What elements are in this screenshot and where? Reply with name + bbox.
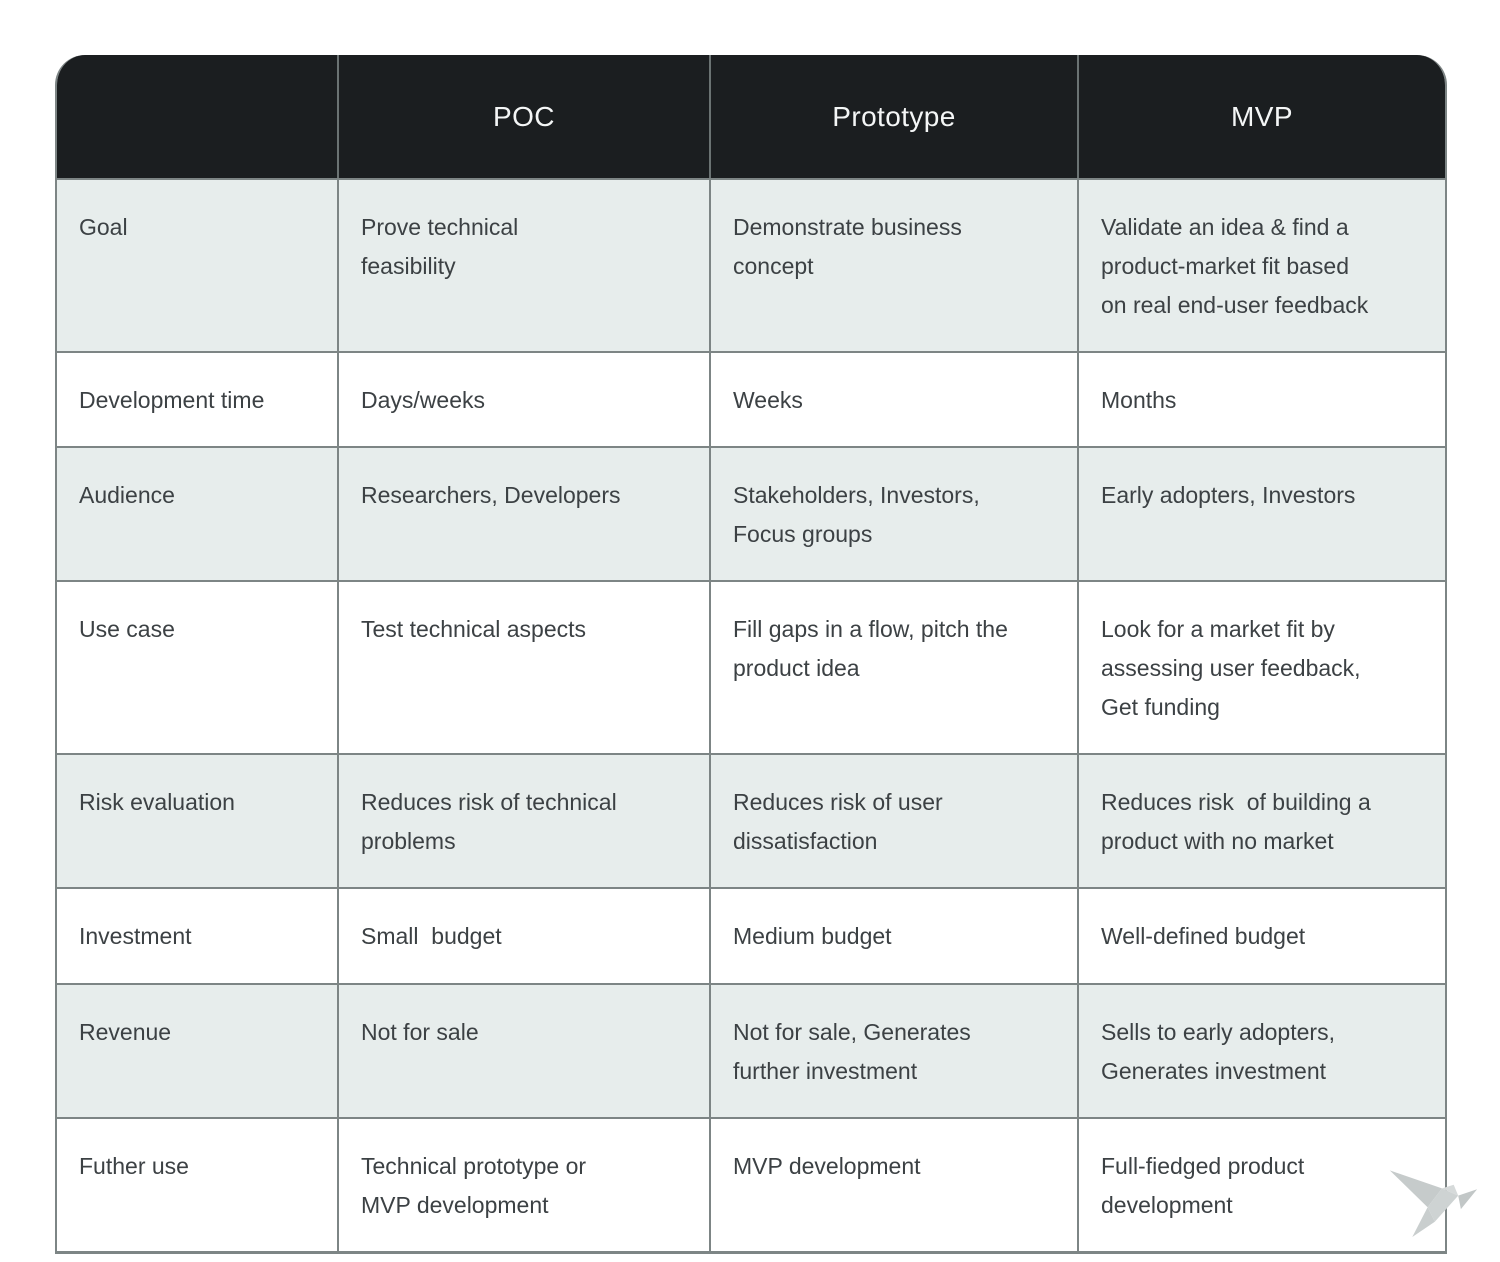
origami-bird-icon (1389, 1170, 1478, 1237)
table-row: Investment Small budget Medium budget We… (57, 887, 1445, 983)
header-cell-empty (57, 55, 337, 178)
table-row: Risk evaluation Reduces risk of technica… (57, 753, 1445, 887)
row-label: Risk evaluation (79, 789, 235, 815)
prototype-cell: Demonstrate business concept (709, 180, 1077, 351)
prototype-cell: Not for sale, Generates further investme… (709, 985, 1077, 1117)
row-label: Revenue (79, 1019, 172, 1045)
mvp-cell: Well-defined budget (1077, 889, 1445, 983)
comparison-table: POC Prototype MVP Goal Prove technical f… (55, 55, 1447, 1254)
prototype-cell: Reduces risk of user dissatisfaction (709, 755, 1077, 887)
poc-cell: Technical prototype or MVP development (337, 1119, 709, 1251)
table-row: Goal Prove technical feasibility Demonst… (57, 178, 1445, 351)
prototype-cell: Medium budget (709, 889, 1077, 983)
poc-cell: Small budget (337, 889, 709, 983)
table-row: Futher use Technical prototype or MVP de… (57, 1117, 1445, 1251)
mvp-cell: Look for a market fit by assessing user … (1077, 582, 1445, 753)
header-cell-poc: POC (337, 55, 709, 178)
table-row: Audience Researchers, Developers Stakeho… (57, 446, 1445, 580)
prototype-cell: Fill gaps in a flow, pitch the product i… (709, 582, 1077, 753)
poc-cell: Reduces risk of technical problems (337, 755, 709, 887)
prototype-cell: Stakeholders, Investors, Focus groups (709, 448, 1077, 580)
table-row: Use case Test technical aspects Fill gap… (57, 580, 1445, 753)
table-header-row: POC Prototype MVP (57, 55, 1445, 178)
header-cell-mvp: MVP (1077, 55, 1445, 178)
poc-cell: Test technical aspects (337, 582, 709, 753)
prototype-cell: MVP development (709, 1119, 1077, 1251)
mvp-cell: Sells to early adopters, Generates inves… (1077, 985, 1445, 1117)
poc-cell: Days/weeks (337, 353, 709, 446)
row-label: Investment (79, 923, 192, 949)
row-label: Use case (79, 616, 175, 642)
row-label: Development time (79, 387, 265, 413)
mvp-cell: Early adopters, Investors (1077, 448, 1445, 580)
mvp-cell: Reduces risk of building a product with … (1077, 755, 1445, 887)
mvp-cell: Validate an idea & find a product-market… (1077, 180, 1445, 351)
poc-cell: Researchers, Developers (337, 448, 709, 580)
poc-cell: Not for sale (337, 985, 709, 1117)
prototype-cell: Weeks (709, 353, 1077, 446)
row-label: Futher use (79, 1153, 189, 1179)
row-label: Goal (79, 214, 128, 240)
row-label: Audience (79, 482, 175, 508)
mvp-cell: Months (1077, 353, 1445, 446)
table-row: Revenue Not for sale Not for sale, Gener… (57, 983, 1445, 1117)
header-cell-prototype: Prototype (709, 55, 1077, 178)
poc-cell: Prove technical feasibility (337, 180, 709, 351)
mvp-cell: Full-fiedged product development (1077, 1119, 1445, 1251)
table-row: Development time Days/weeks Weeks Months (57, 351, 1445, 446)
